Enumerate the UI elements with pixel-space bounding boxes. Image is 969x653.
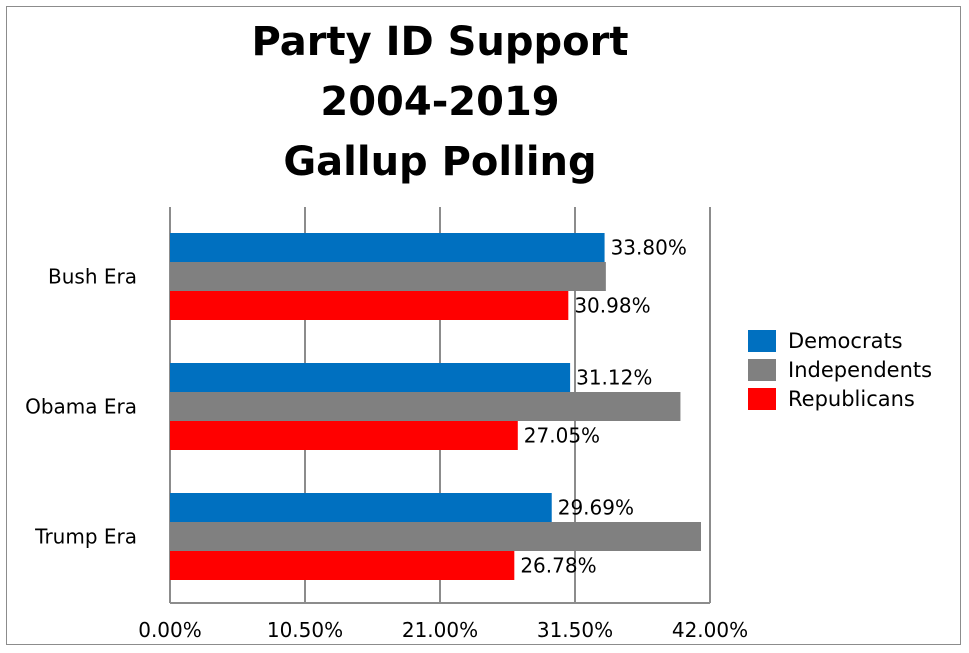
- data-label-republicans-1: 27.05%: [524, 424, 600, 448]
- legend-swatch-independents: [748, 358, 776, 381]
- chart-title-line-2: 2004-2019: [320, 79, 560, 125]
- x-tick-label-1: 10.50%: [267, 618, 343, 642]
- x-tick-label-2: 21.00%: [402, 618, 478, 642]
- bar-independents-1: [170, 392, 681, 421]
- legend-swatch-republicans: [748, 387, 776, 410]
- bar-independents-2: [170, 522, 701, 551]
- x-tick-label-0: 0.00%: [138, 618, 202, 642]
- bar-republicans-2: [170, 551, 515, 580]
- legend-item-independents: Independents: [748, 355, 932, 384]
- x-tick-label-3: 31.50%: [537, 618, 613, 642]
- chart-title-line-3: Gallup Polling: [283, 139, 597, 185]
- chart-title: Party ID Support 2004-2019 Gallup Pollin…: [0, 12, 880, 192]
- bar-democrats-1: [170, 363, 571, 392]
- legend-label-independents: Independents: [788, 357, 933, 382]
- x-tick-label-4: 42.00%: [672, 618, 748, 642]
- bar-republicans-0: [170, 291, 569, 320]
- data-label-republicans-2: 26.78%: [520, 554, 596, 578]
- data-label-democrats-1: 31.12%: [576, 366, 652, 390]
- category-label-1: Obama Era: [25, 395, 137, 419]
- bar-republicans-1: [170, 421, 518, 450]
- chart-title-line-1: Party ID Support: [251, 19, 629, 65]
- legend-item-democrats: Democrats: [748, 326, 932, 355]
- legend-item-republicans: Republicans: [748, 384, 932, 413]
- legend-label-republicans: Republicans: [788, 386, 915, 411]
- bar-independents-0: [170, 262, 606, 291]
- data-label-republicans-0: 30.98%: [574, 294, 650, 318]
- category-label-2: Trump Era: [34, 525, 137, 549]
- data-label-democrats-0: 33.80%: [611, 236, 687, 260]
- legend-swatch-democrats: [748, 329, 776, 352]
- bar-democrats-0: [170, 233, 605, 262]
- category-label-0: Bush Era: [48, 265, 137, 289]
- data-label-democrats-2: 29.69%: [558, 496, 634, 520]
- legend-label-democrats: Democrats: [788, 328, 903, 353]
- bar-democrats-2: [170, 493, 552, 522]
- legend: Democrats Independents Republicans: [748, 326, 932, 413]
